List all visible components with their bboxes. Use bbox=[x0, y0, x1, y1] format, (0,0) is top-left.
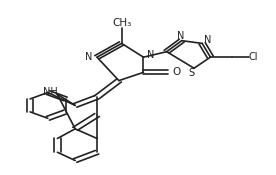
Text: N: N bbox=[147, 50, 154, 61]
Text: N: N bbox=[204, 35, 211, 45]
Text: N: N bbox=[85, 52, 92, 62]
Text: NH: NH bbox=[43, 87, 58, 97]
Text: S: S bbox=[188, 68, 194, 78]
Text: O: O bbox=[172, 67, 181, 77]
Text: CH₃: CH₃ bbox=[112, 18, 131, 28]
Text: Cl: Cl bbox=[248, 52, 258, 62]
Text: N: N bbox=[177, 31, 184, 41]
